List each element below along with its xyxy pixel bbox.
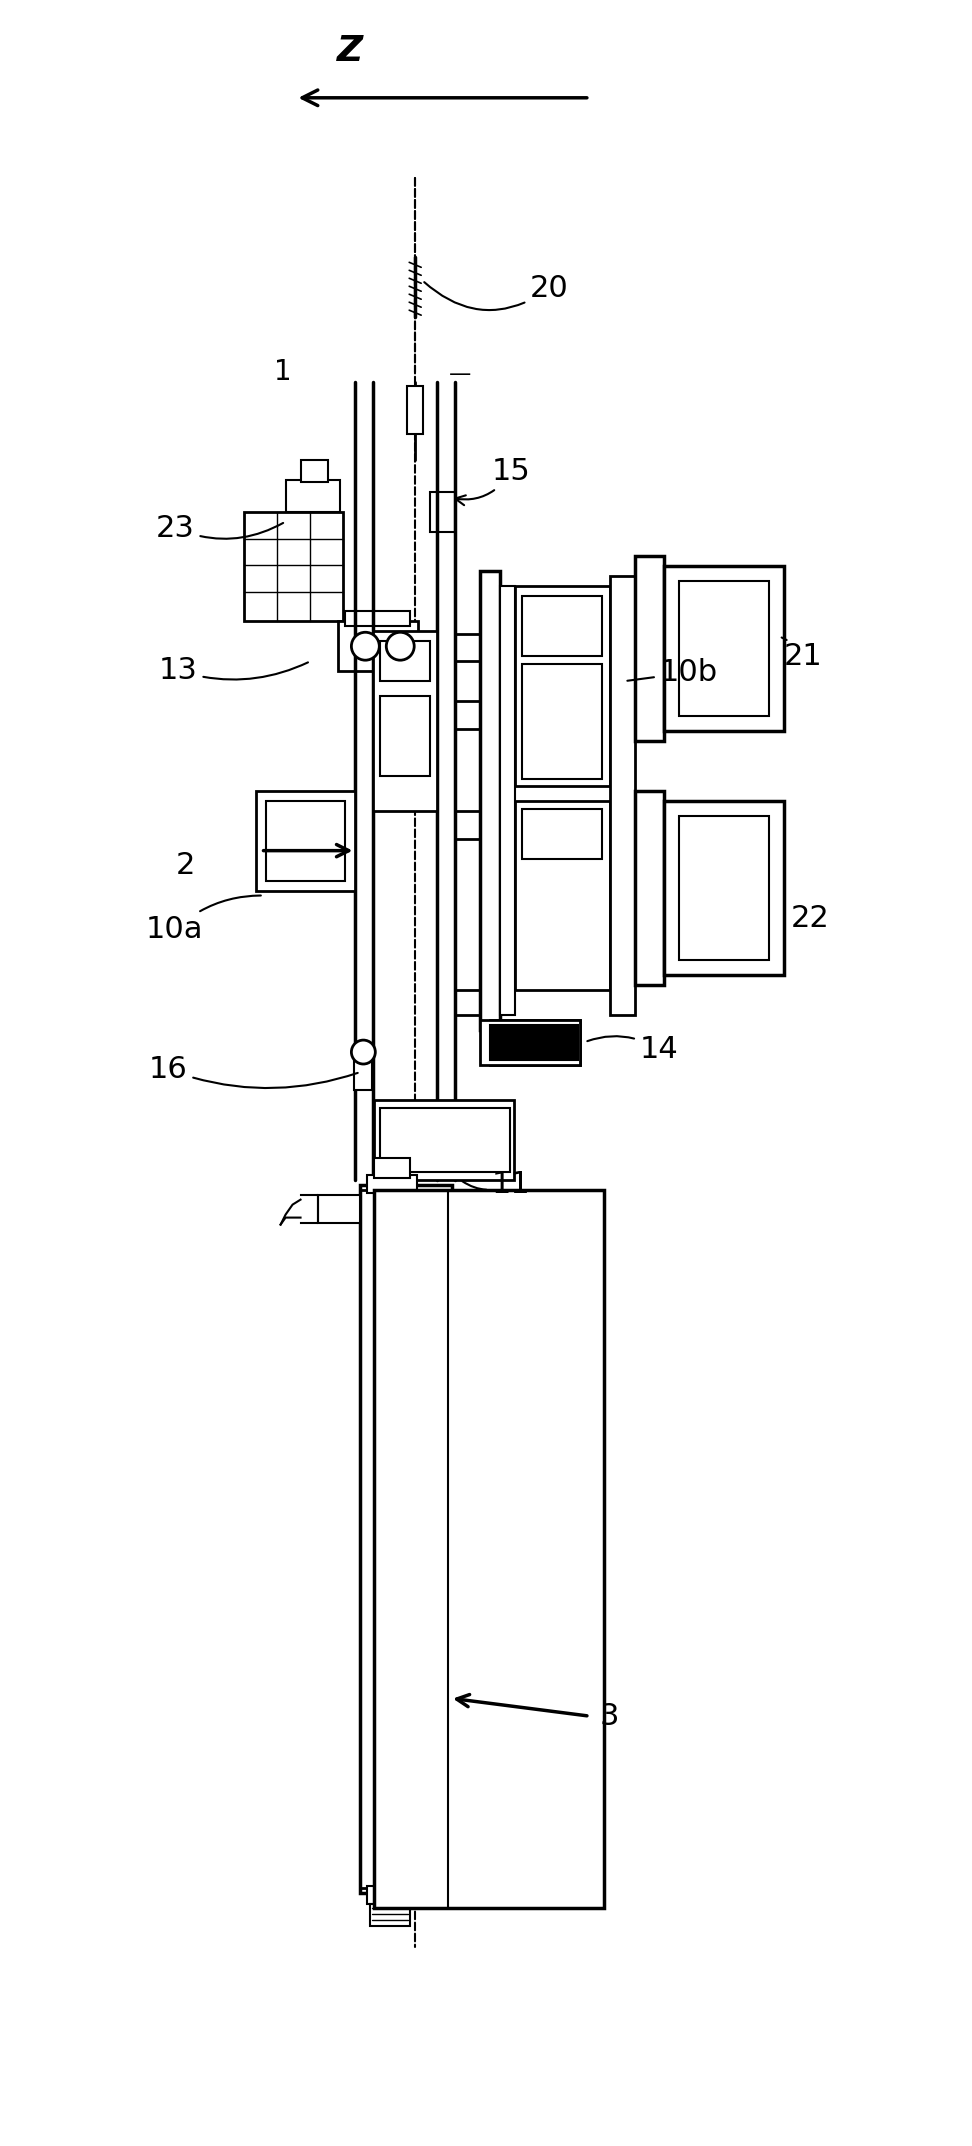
Text: —: — [449, 365, 471, 384]
Bar [635, 792, 665, 985]
Bar [490, 1026, 577, 1060]
Bar [345, 612, 410, 627]
Bar [244, 511, 343, 622]
Bar [338, 622, 418, 672]
Bar [665, 567, 784, 732]
Bar [500, 586, 515, 1015]
Text: 15: 15 [455, 457, 531, 504]
Bar [380, 642, 431, 680]
Text: 2: 2 [176, 852, 195, 880]
Bar [256, 792, 356, 891]
Bar [367, 1174, 417, 1193]
Bar [431, 491, 455, 532]
Bar [490, 1019, 579, 1064]
Text: 21: 21 [784, 642, 823, 672]
Text: 10b: 10b [627, 659, 717, 687]
Bar [522, 809, 602, 858]
Text: Z: Z [337, 34, 364, 69]
Text: 22: 22 [791, 903, 830, 934]
Text: 11: 11 [463, 1170, 531, 1200]
Bar [374, 1157, 410, 1178]
Bar [480, 571, 500, 1030]
Bar [286, 481, 340, 511]
Text: 16: 16 [149, 1056, 358, 1088]
Bar [367, 1886, 417, 1904]
Bar [522, 663, 602, 779]
Bar [515, 586, 609, 785]
Circle shape [352, 1041, 375, 1064]
Circle shape [386, 633, 414, 661]
Bar [355, 1056, 372, 1090]
Bar [522, 597, 602, 657]
Bar [265, 800, 345, 880]
Text: 13: 13 [159, 657, 308, 685]
Bar [374, 1101, 514, 1180]
Text: 1: 1 [274, 358, 292, 386]
Bar [361, 1189, 374, 1888]
Bar [635, 556, 665, 740]
Bar [679, 815, 769, 959]
Bar [380, 1107, 510, 1172]
Bar [665, 800, 784, 974]
Bar [373, 631, 437, 811]
Bar [480, 1019, 579, 1064]
Text: 23: 23 [156, 513, 283, 543]
Bar [319, 1195, 361, 1223]
Text: 20: 20 [424, 275, 569, 309]
Text: 14: 14 [587, 1034, 678, 1064]
Bar [679, 582, 769, 717]
Bar [370, 1904, 410, 1925]
Bar [380, 1189, 450, 1888]
Bar [515, 800, 609, 989]
Bar [609, 577, 635, 1015]
Bar [407, 386, 423, 433]
Text: 3: 3 [600, 1702, 619, 1730]
Bar [361, 1185, 452, 1893]
Circle shape [352, 633, 379, 661]
Bar [374, 1189, 604, 1908]
Text: 10a: 10a [146, 895, 260, 944]
Bar [380, 695, 431, 777]
Bar [300, 459, 329, 481]
